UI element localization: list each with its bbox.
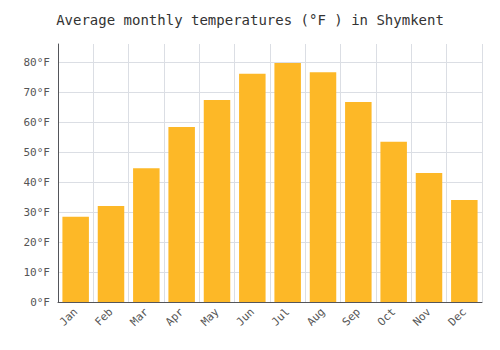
svg-text:50°F: 50°F	[24, 146, 51, 159]
svg-text:Dec: Dec	[446, 305, 469, 328]
svg-text:80°F: 80°F	[24, 56, 51, 69]
svg-text:Nov: Nov	[410, 305, 433, 328]
svg-text:70°F: 70°F	[24, 86, 51, 99]
svg-text:Oct: Oct	[375, 305, 398, 328]
svg-text:Average monthly temperatures (: Average monthly temperatures (°F ) in Sh…	[56, 12, 444, 28]
svg-text:Mar: Mar	[128, 305, 151, 328]
svg-text:Aug: Aug	[304, 305, 327, 328]
svg-text:10°F: 10°F	[24, 266, 51, 279]
svg-text:40°F: 40°F	[24, 176, 51, 189]
svg-text:Jun: Jun	[234, 305, 257, 328]
svg-text:Feb: Feb	[92, 305, 115, 328]
svg-text:20°F: 20°F	[24, 236, 51, 249]
svg-text:0°F: 0°F	[30, 296, 50, 309]
svg-text:May: May	[198, 305, 221, 328]
svg-text:60°F: 60°F	[24, 116, 51, 129]
svg-text:30°F: 30°F	[24, 206, 51, 219]
svg-text:Sep: Sep	[340, 305, 363, 328]
svg-text:Jan: Jan	[57, 305, 80, 328]
svg-text:Apr: Apr	[163, 305, 186, 328]
svg-text:Jul: Jul	[269, 305, 292, 328]
